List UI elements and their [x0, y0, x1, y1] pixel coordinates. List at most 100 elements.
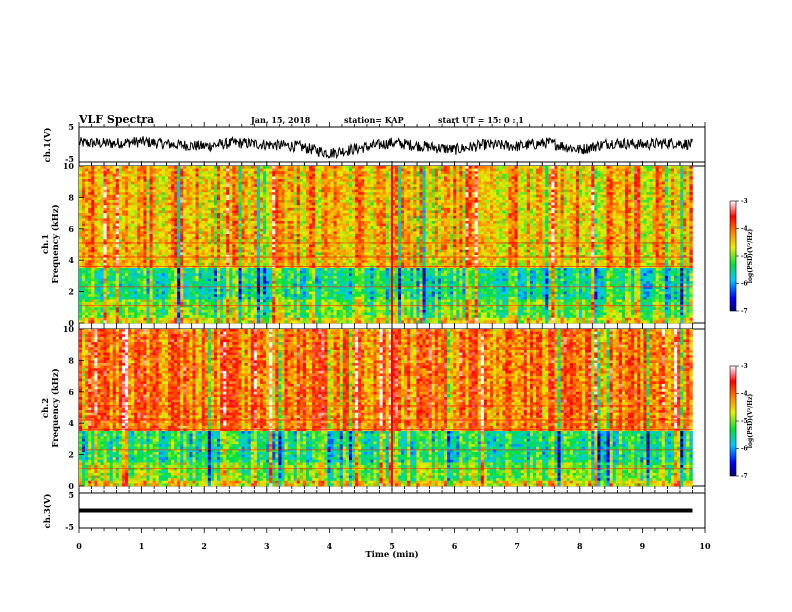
spectrogram-cell: [394, 207, 399, 211]
spectrogram-cell: [364, 207, 368, 211]
spectrogram-cell: [456, 205, 460, 209]
spectrogram-cell: [192, 202, 196, 206]
spectrogram-cell: [106, 220, 111, 224]
spectrogram-cell: [671, 207, 675, 211]
spectrogram-cell: [121, 207, 126, 211]
spectrogram-cell: [94, 181, 98, 185]
spectrogram-cell: [661, 179, 666, 183]
spectrogram-cell: [183, 218, 187, 222]
spectrogram-cell: [600, 210, 604, 214]
spectrogram-cell: [401, 205, 405, 209]
spectrogram-cell: [367, 220, 371, 224]
spectrogram-cell: [324, 207, 328, 211]
spectrogram-cell: [373, 207, 377, 211]
spectrogram-cell: [112, 205, 117, 209]
spectrogram-cell: [401, 226, 405, 230]
spectrogram-cell: [480, 213, 485, 217]
spectrogram-cell: [131, 213, 135, 217]
spectrogram-cell: [293, 197, 298, 201]
spectrogram-cell: [290, 215, 295, 219]
spectrogram-cell: [459, 181, 463, 185]
spectrogram-cell: [336, 205, 341, 209]
spectrogram-cell: [121, 220, 126, 224]
spectrogram-cell: [566, 197, 571, 201]
spectrogram-cell: [189, 220, 193, 224]
spectrogram-cell: [643, 197, 647, 201]
spectrogram-cell: [121, 181, 126, 185]
spectrogram-cell: [177, 228, 181, 232]
spectrogram-cell: [499, 223, 503, 227]
spectrogram-cell: [640, 192, 644, 196]
spectrogram-cell: [235, 179, 239, 183]
spectrogram-cell: [235, 202, 239, 206]
spectrogram-cell: [658, 202, 663, 206]
spectrogram-cell: [167, 220, 172, 224]
spectrogram-cell: [158, 181, 163, 185]
spectrogram-cell: [167, 179, 172, 183]
spectrogram-cell: [388, 223, 393, 227]
spectrogram-cell: [134, 226, 138, 230]
spectrogram-cell: [263, 218, 267, 222]
spectrogram-cell: [655, 186, 660, 190]
spectrogram-cell: [615, 226, 620, 230]
spectrogram-cell: [493, 226, 497, 230]
spectrogram-cell: [348, 181, 353, 185]
spectrogram-cell: [244, 220, 249, 224]
spectrogram-cell: [631, 168, 635, 172]
spectrogram-cell: [367, 215, 371, 219]
spectrogram-cell: [385, 166, 390, 169]
spectrogram-cell: [686, 189, 690, 193]
spectrogram-cell: [143, 186, 147, 190]
spectrogram-cell: [667, 202, 672, 206]
spectrogram-cell: [137, 173, 141, 177]
spectrogram-cell: [358, 200, 362, 203]
spectrogram-cell: [625, 200, 629, 203]
spectrogram-cell: [658, 181, 663, 185]
spectrogram-cell: [259, 215, 264, 219]
spectrogram-cell: [431, 215, 436, 219]
spectrogram-cell: [646, 179, 650, 183]
spectrogram-cell: [198, 200, 203, 203]
spectrogram-cell: [339, 213, 344, 217]
spectrogram-cell: [459, 179, 463, 183]
spectrogram-cell: [499, 173, 503, 177]
spectrogram-cell: [621, 179, 626, 183]
spectrogram-cell: [131, 171, 135, 175]
spectrogram-cell: [609, 186, 614, 190]
spectrogram-cell: [453, 220, 457, 224]
spectrogram-cell: [269, 181, 273, 185]
spectrogram-cell: [563, 197, 568, 201]
spectrogram-cell: [149, 184, 153, 188]
spectrogram-cell: [634, 202, 638, 206]
spectrogram-cell: [434, 171, 439, 175]
spectrogram-cell: [253, 220, 258, 224]
spectrogram-cell: [155, 226, 160, 230]
spectrogram-cell: [637, 220, 641, 224]
spectrogram-cell: [385, 205, 390, 209]
spectrogram-cell: [450, 181, 454, 185]
spectrogram-cell: [628, 200, 632, 203]
spectrogram-cell: [594, 210, 598, 214]
spectrogram-cell: [529, 223, 534, 227]
spectrogram-cell: [502, 215, 506, 219]
spectrogram-cell: [287, 215, 291, 219]
spectrogram-cell: [210, 186, 215, 190]
spectrogram-cell: [453, 192, 457, 196]
spectrogram-cell: [171, 202, 175, 206]
spectrogram-cell: [444, 189, 448, 193]
spectrogram-cell: [594, 192, 598, 196]
spectrogram-cell: [299, 194, 304, 198]
spectrogram-cell: [388, 207, 393, 211]
spectrogram-cell: [526, 207, 531, 211]
spectrogram-cell: [198, 220, 203, 224]
spectrogram-cell: [112, 197, 117, 201]
spectrogram-cell: [183, 205, 187, 209]
spectrogram-cell: [278, 184, 282, 188]
spectrogram-cell: [643, 215, 647, 219]
spectrogram-cell: [563, 192, 568, 196]
spectrogram-cell: [269, 210, 273, 214]
spectrogram-cell: [560, 197, 564, 201]
spectrogram-cell: [462, 205, 466, 209]
spectrogram-cell: [91, 194, 95, 198]
spectrogram-cell: [348, 173, 353, 177]
